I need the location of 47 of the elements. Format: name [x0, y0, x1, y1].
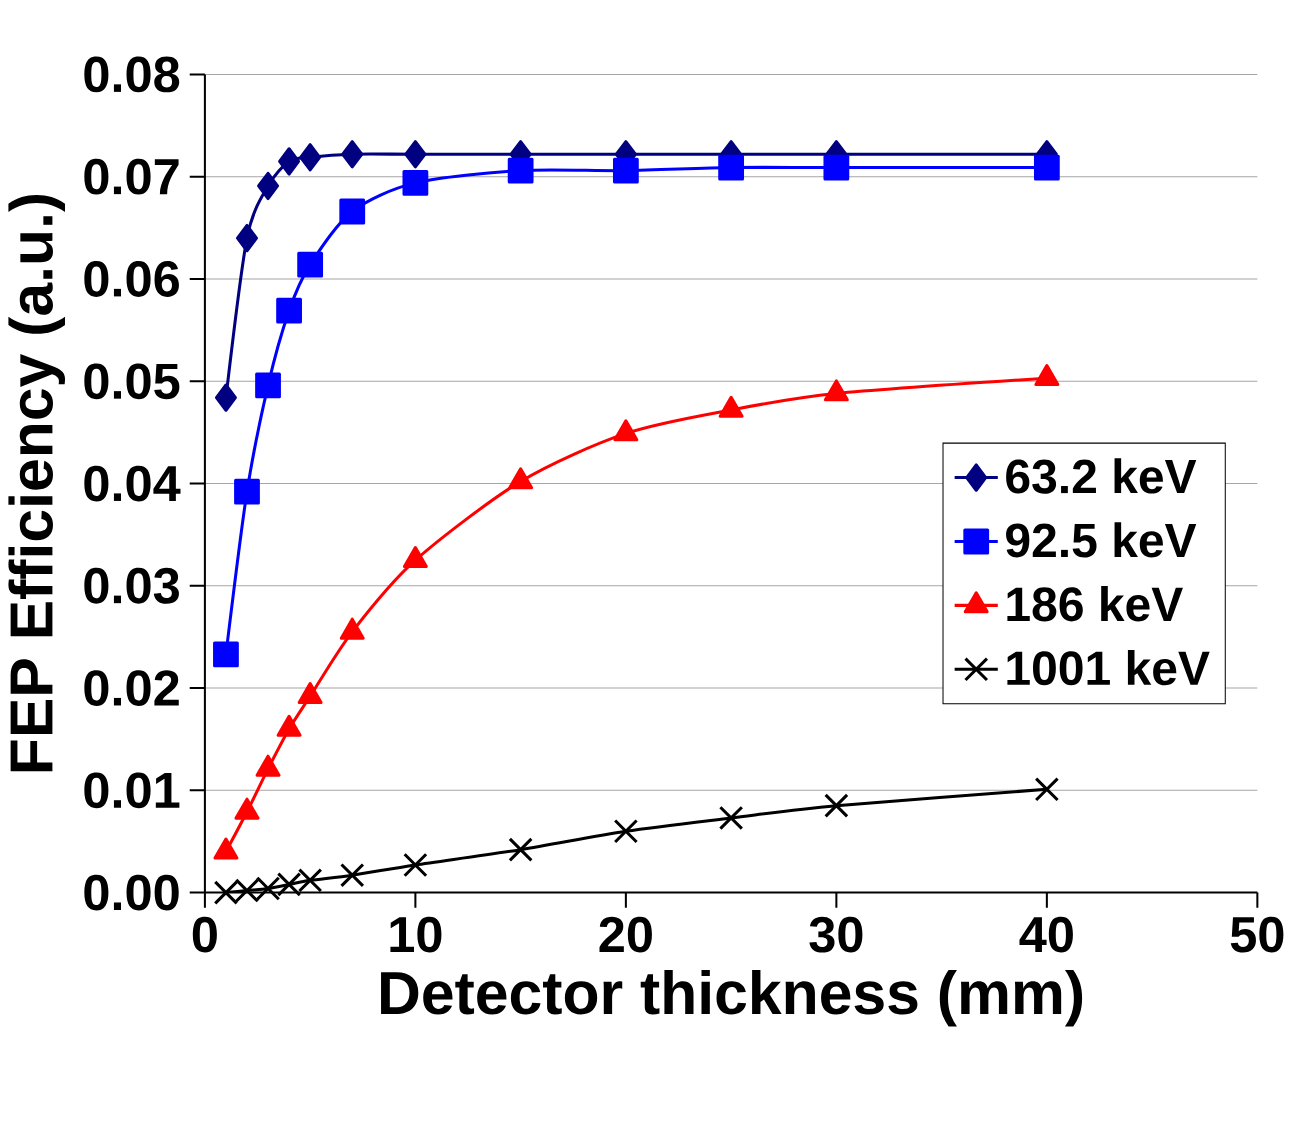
x-tick-label: 40	[1019, 916, 1073, 953]
point	[718, 154, 745, 181]
legend-label: 92.5 keV	[1006, 522, 1197, 558]
point	[297, 251, 324, 278]
y-tick-label: 0.05	[84, 363, 180, 400]
legend-label: 186 keV	[1007, 586, 1183, 622]
point	[823, 154, 850, 181]
point	[234, 478, 260, 505]
legend-label: 63.2 keV	[1006, 458, 1197, 494]
legend-label: 1001 keV	[1007, 650, 1210, 686]
point	[235, 223, 258, 253]
y-tick-label: 0.04	[84, 465, 181, 502]
point	[718, 805, 744, 831]
point	[214, 383, 237, 412]
point	[824, 793, 849, 818]
point	[1034, 777, 1060, 802]
point	[257, 171, 280, 201]
point	[404, 140, 427, 169]
point	[612, 157, 639, 184]
x-axis-title: Detector thickness (mm)	[381, 969, 1083, 1027]
y-tick-label: 0.03	[84, 567, 179, 604]
x-tick-label: 20	[599, 916, 652, 953]
point	[213, 641, 239, 668]
y-tick-label: 0.08	[84, 56, 180, 93]
y-axis-title: FEP Efficiency (a.u.)	[8, 194, 66, 772]
point	[402, 170, 429, 196]
x-tick-label: 0	[192, 916, 217, 953]
point	[613, 819, 639, 844]
x-tick-label: 10	[390, 916, 442, 953]
point	[1033, 154, 1060, 181]
y-tick-label: 0.02	[84, 670, 179, 706]
y-tick-label: 0.07	[84, 158, 179, 195]
point	[278, 147, 301, 176]
point	[403, 852, 428, 878]
y-tick-label: 0.06	[84, 261, 179, 297]
y-tick-label: 0.01	[84, 772, 180, 809]
point	[507, 157, 534, 184]
point	[255, 372, 281, 399]
point	[276, 297, 302, 324]
point	[299, 143, 322, 172]
point	[339, 863, 365, 888]
point	[508, 837, 533, 862]
y-tick-label: 0.00	[84, 874, 179, 911]
x-tick-label: 30	[809, 916, 863, 953]
x-tick-label: 50	[1230, 916, 1284, 953]
point	[339, 198, 366, 225]
point	[341, 140, 364, 169]
